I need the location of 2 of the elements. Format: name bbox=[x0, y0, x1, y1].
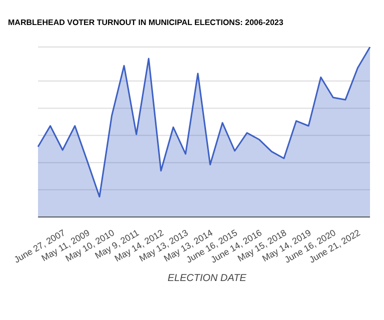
x-axis-title: ELECTION DATE bbox=[166, 273, 248, 284]
chart-title: MARBLEHEAD VOTER TURNOUT IN MUNICIPAL ELECTIONS: 2006-2023 bbox=[8, 18, 284, 27]
